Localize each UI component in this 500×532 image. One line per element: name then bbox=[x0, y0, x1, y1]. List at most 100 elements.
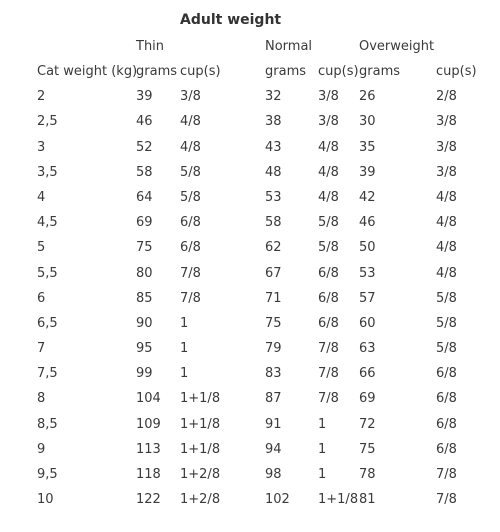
cell-normal-grams: 83 bbox=[265, 366, 282, 382]
cell-cat-weight: 8,5 bbox=[37, 416, 58, 432]
cell-cat-weight: 2,5 bbox=[37, 114, 58, 130]
table-row: 5,5 80 7/8 67 6/8 53 4/8 bbox=[0, 264, 500, 289]
cell-normal-cups: 1+1/8 bbox=[318, 492, 359, 508]
cell-thin-cups: 1+1/8 bbox=[180, 441, 221, 457]
cell-thin-grams: 46 bbox=[136, 114, 153, 130]
table-row: 10 122 1+2/8 102 1+1/8 81 7/8 bbox=[0, 490, 500, 515]
column-header-normal-cups: cup(s) bbox=[318, 64, 359, 79]
cell-overweight-grams: 60 bbox=[359, 315, 376, 331]
cell-overweight-grams: 39 bbox=[359, 164, 376, 180]
cell-overweight-cups: 5/8 bbox=[436, 290, 457, 306]
cell-overweight-cups: 4/8 bbox=[436, 215, 457, 231]
cell-thin-cups: 5/8 bbox=[180, 164, 201, 180]
cell-overweight-cups: 5/8 bbox=[436, 341, 457, 357]
group-header-thin: Thin bbox=[136, 39, 165, 54]
cell-overweight-grams: 30 bbox=[359, 114, 376, 130]
cell-overweight-cups: 4/8 bbox=[436, 265, 457, 281]
cell-normal-cups: 1 bbox=[318, 441, 327, 457]
cell-thin-grams: 90 bbox=[136, 315, 153, 331]
table-row: 6 85 7/8 71 6/8 57 5/8 bbox=[0, 289, 500, 314]
cell-normal-grams: 94 bbox=[265, 441, 282, 457]
cell-normal-cups: 5/8 bbox=[318, 240, 339, 256]
cell-normal-grams: 53 bbox=[265, 189, 282, 205]
cell-thin-cups: 4/8 bbox=[180, 139, 201, 155]
cell-normal-cups: 4/8 bbox=[318, 189, 339, 205]
column-header-row: Cat weight (kg) grams cup(s) grams cup(s… bbox=[0, 62, 500, 87]
cell-overweight-cups: 4/8 bbox=[436, 189, 457, 205]
cell-thin-grams: 69 bbox=[136, 215, 153, 231]
cell-overweight-grams: 50 bbox=[359, 240, 376, 256]
cell-normal-cups: 7/8 bbox=[318, 366, 339, 382]
table-row: 9 113 1+1/8 94 1 75 6/8 bbox=[0, 440, 500, 465]
cell-thin-cups: 3/8 bbox=[180, 89, 201, 105]
cell-normal-grams: 58 bbox=[265, 215, 282, 231]
cell-normal-cups: 1 bbox=[318, 467, 327, 482]
cell-thin-grams: 109 bbox=[136, 416, 161, 432]
cell-cat-weight: 3,5 bbox=[37, 164, 58, 180]
cell-overweight-grams: 75 bbox=[359, 441, 376, 457]
table-row: 4 64 5/8 53 4/8 42 4/8 bbox=[0, 188, 500, 213]
cell-normal-grams: 87 bbox=[265, 391, 282, 407]
column-header-normal-grams: grams bbox=[265, 64, 306, 79]
cell-thin-grams: 95 bbox=[136, 341, 153, 357]
cell-normal-cups: 6/8 bbox=[318, 290, 339, 306]
cell-normal-grams: 75 bbox=[265, 315, 282, 331]
cell-overweight-grams: 42 bbox=[359, 189, 376, 205]
cell-normal-grams: 71 bbox=[265, 290, 282, 306]
cell-thin-cups: 1+2/8 bbox=[180, 467, 221, 482]
cell-overweight-cups: 3/8 bbox=[436, 164, 457, 180]
cell-overweight-cups: 6/8 bbox=[436, 441, 457, 457]
cell-cat-weight: 3 bbox=[37, 139, 46, 155]
cell-normal-grams: 98 bbox=[265, 467, 282, 482]
table-row: 9,5 118 1+2/8 98 1 78 7/8 bbox=[0, 465, 500, 490]
cell-cat-weight: 10 bbox=[37, 492, 54, 508]
cell-cat-weight: 4,5 bbox=[37, 215, 58, 231]
cell-cat-weight: 5 bbox=[37, 240, 46, 256]
cell-thin-cups: 7/8 bbox=[180, 265, 201, 281]
cell-overweight-cups: 7/8 bbox=[436, 467, 457, 482]
cell-thin-cups: 1 bbox=[180, 315, 189, 331]
cell-thin-grams: 75 bbox=[136, 240, 153, 256]
cell-overweight-cups: 2/8 bbox=[436, 89, 457, 105]
cell-overweight-grams: 78 bbox=[359, 467, 376, 482]
cell-thin-grams: 64 bbox=[136, 189, 153, 205]
cell-overweight-grams: 46 bbox=[359, 215, 376, 231]
cell-normal-grams: 67 bbox=[265, 265, 282, 281]
cell-overweight-grams: 35 bbox=[359, 139, 376, 155]
cell-overweight-cups: 7/8 bbox=[436, 492, 457, 508]
cell-thin-cups: 5/8 bbox=[180, 189, 201, 205]
cell-thin-grams: 122 bbox=[136, 492, 161, 508]
table-row: 6,5 90 1 75 6/8 60 5/8 bbox=[0, 314, 500, 339]
cell-overweight-grams: 26 bbox=[359, 89, 376, 105]
column-header-thin-grams: grams bbox=[136, 64, 177, 79]
cell-overweight-grams: 81 bbox=[359, 492, 376, 508]
cell-normal-cups: 3/8 bbox=[318, 114, 339, 130]
table-row: 7 95 1 79 7/8 63 5/8 bbox=[0, 339, 500, 364]
cell-normal-cups: 7/8 bbox=[318, 341, 339, 357]
table-row: 2 39 3/8 32 3/8 26 2/8 bbox=[0, 87, 500, 112]
table-row: 4,5 69 6/8 58 5/8 46 4/8 bbox=[0, 213, 500, 238]
table-row: 3 52 4/8 43 4/8 35 3/8 bbox=[0, 138, 500, 163]
cell-cat-weight: 9,5 bbox=[37, 467, 58, 482]
table-row: 8 104 1+1/8 87 7/8 69 6/8 bbox=[0, 389, 500, 414]
cell-thin-cups: 1 bbox=[180, 366, 189, 382]
cell-thin-grams: 80 bbox=[136, 265, 153, 281]
cell-overweight-grams: 53 bbox=[359, 265, 376, 281]
cell-thin-grams: 85 bbox=[136, 290, 153, 306]
cell-thin-grams: 118 bbox=[136, 467, 161, 482]
cell-cat-weight: 8 bbox=[37, 391, 46, 407]
cell-normal-cups: 7/8 bbox=[318, 391, 339, 407]
cell-overweight-grams: 57 bbox=[359, 290, 376, 306]
table-row: 8,5 109 1+1/8 91 1 72 6/8 bbox=[0, 415, 500, 440]
cell-overweight-cups: 6/8 bbox=[436, 391, 457, 407]
cell-normal-grams: 79 bbox=[265, 341, 282, 357]
cell-cat-weight: 5,5 bbox=[37, 265, 58, 281]
cell-overweight-grams: 69 bbox=[359, 391, 376, 407]
cell-overweight-grams: 66 bbox=[359, 366, 376, 382]
cell-normal-grams: 62 bbox=[265, 240, 282, 256]
cell-overweight-grams: 63 bbox=[359, 341, 376, 357]
group-header-overweight: Overweight bbox=[359, 39, 435, 54]
cell-thin-cups: 7/8 bbox=[180, 290, 201, 306]
cell-normal-grams: 48 bbox=[265, 164, 282, 180]
cell-thin-cups: 6/8 bbox=[180, 240, 201, 256]
